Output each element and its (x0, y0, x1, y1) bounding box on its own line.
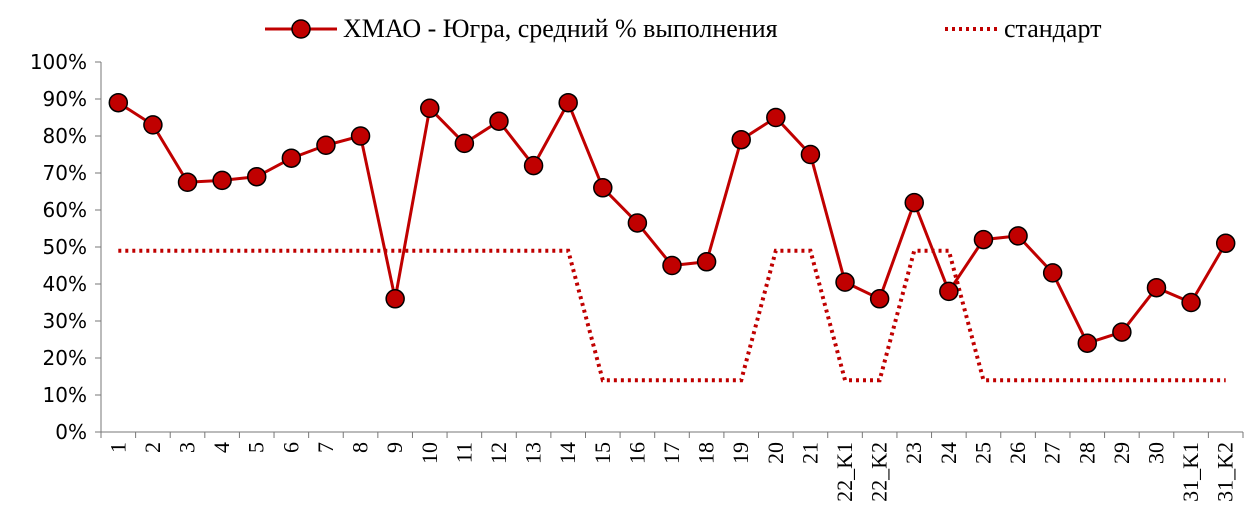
point-marker (662, 255, 682, 276)
point-marker (1181, 292, 1201, 313)
x-tick-label: 31_K2 (1213, 442, 1238, 502)
series-line (118, 248, 1226, 383)
y-tick-label: 60% (43, 198, 87, 222)
x-tick-label: 23 (901, 442, 926, 464)
point-marker (1215, 233, 1236, 254)
point-marker (177, 172, 198, 192)
point-marker (420, 98, 440, 118)
x-tick-label: 24 (936, 442, 961, 464)
x-tick-label: 28 (1074, 442, 1099, 464)
point-marker (350, 126, 371, 146)
x-tick-label: 10 (417, 442, 442, 464)
point-marker (489, 111, 509, 131)
point-marker (558, 92, 578, 113)
x-tick-label: 14 (555, 442, 580, 464)
legend-label: ХМАО - Югра, средний % выполнения (343, 14, 778, 43)
point-marker (973, 229, 994, 250)
y-tick-label: 100% (30, 50, 87, 74)
x-tick-label: 6 (278, 442, 303, 453)
y-tick-label: 90% (43, 87, 87, 111)
x-tick-label: 5 (244, 442, 269, 453)
point-marker (1008, 226, 1028, 246)
y-tick-label: 20% (43, 346, 87, 370)
y-tick-label: 10% (43, 383, 87, 407)
x-tick-label: 4 (209, 442, 234, 453)
y-tick-label: 0% (55, 420, 87, 444)
x-tick-label: 8 (348, 442, 373, 453)
x-tick-label: 22_K2 (867, 442, 892, 502)
legend-label: стандарт (1004, 14, 1101, 43)
x-tick-label: 30 (1143, 442, 1168, 464)
x-tick-label: 11 (451, 442, 476, 463)
point-marker (869, 289, 890, 309)
y-tick-label: 80% (43, 124, 87, 148)
x-tick-label: 29 (1109, 442, 1134, 464)
x-tick-label: 17 (659, 442, 684, 464)
point-marker (316, 135, 336, 155)
x-tick-label: 13 (521, 442, 546, 464)
point-marker (523, 155, 544, 176)
point-marker (1112, 322, 1132, 342)
point-marker (835, 272, 855, 292)
point-marker (1077, 333, 1098, 353)
x-tick-label: 19 (728, 442, 753, 464)
point-marker (904, 192, 924, 213)
point-marker (627, 213, 648, 233)
point-marker (385, 289, 405, 309)
point-marker (454, 133, 475, 154)
x-tick-label: 25 (970, 442, 995, 464)
x-tick-label: 20 (763, 442, 788, 464)
x-tick-label: 12 (486, 442, 511, 464)
point-marker (281, 148, 302, 168)
point-marker (143, 115, 163, 135)
x-tick-label: 31_K1 (1178, 442, 1203, 502)
legend-marker (291, 19, 311, 39)
point-marker (1042, 263, 1063, 283)
x-tick-label: 2 (140, 442, 165, 453)
y-tick-label: 70% (43, 161, 87, 185)
x-tick-label: 1 (105, 442, 130, 453)
x-tick-label: 16 (624, 442, 649, 464)
point-marker (800, 144, 821, 165)
y-tick-label: 50% (43, 235, 87, 259)
x-tick-label: 22_K1 (832, 442, 857, 502)
point-marker (108, 92, 129, 113)
point-marker (593, 178, 613, 198)
x-tick-label: 27 (1040, 442, 1065, 464)
point-marker (246, 166, 267, 187)
point-marker (1146, 277, 1167, 298)
x-tick-label: 26 (1005, 442, 1030, 464)
point-marker (731, 129, 751, 150)
point-marker (696, 252, 717, 272)
y-tick-label: 30% (43, 309, 87, 333)
x-tick-label: 15 (590, 442, 615, 464)
x-tick-label: 9 (382, 442, 407, 453)
point-marker (939, 281, 959, 302)
x-tick-label: 21 (797, 442, 822, 464)
point-marker (766, 107, 786, 128)
x-tick-label: 3 (175, 442, 200, 453)
point-marker (212, 170, 232, 191)
x-tick-label: 7 (313, 442, 338, 453)
y-tick-label: 40% (43, 272, 87, 296)
series-line (117, 99, 1227, 346)
x-tick-label: 18 (694, 442, 719, 464)
